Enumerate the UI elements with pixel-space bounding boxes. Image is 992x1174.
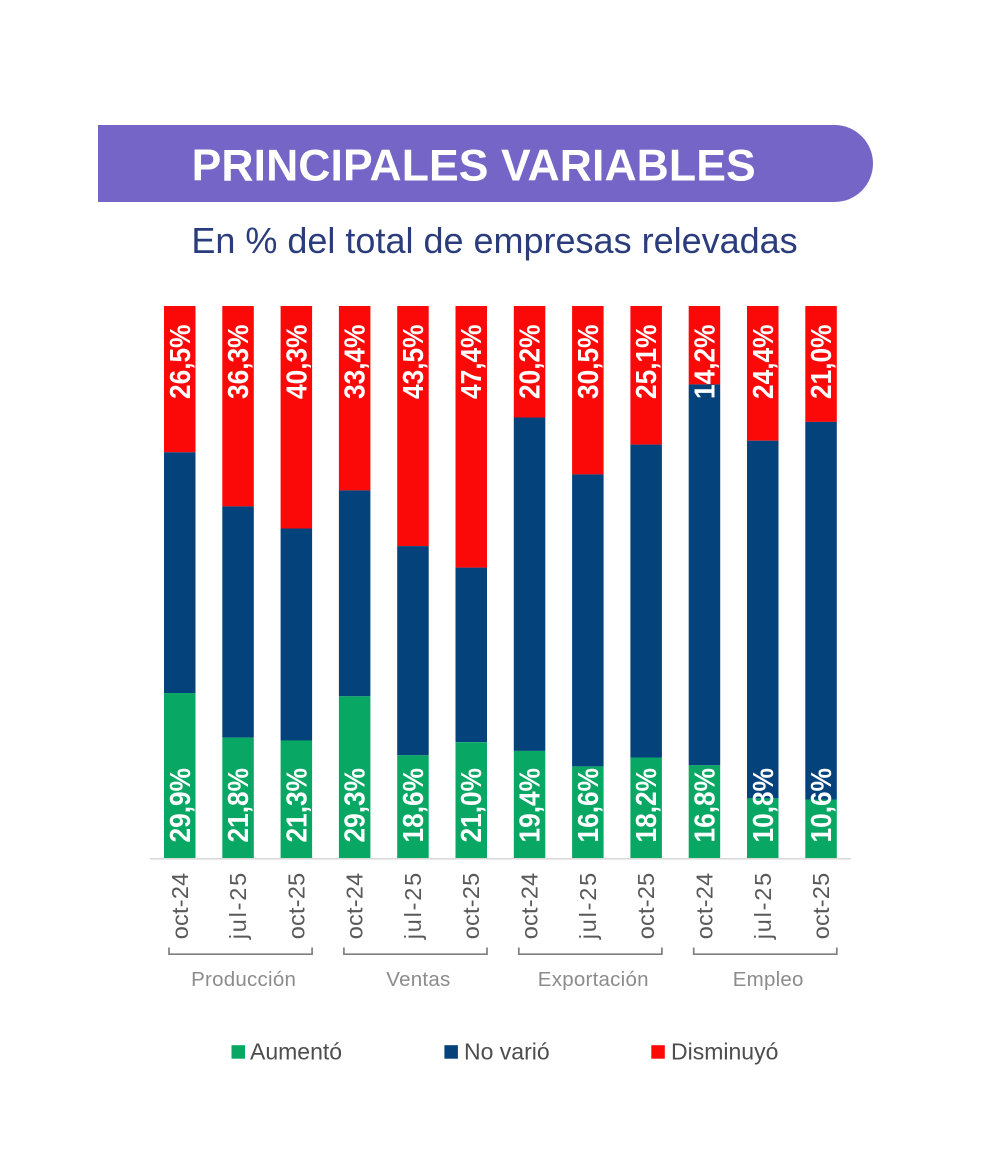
svg-text:jul-25: jul-25 (750, 873, 776, 941)
svg-text:24,4%: 24,4% (747, 325, 779, 400)
svg-text:21,3%: 21,3% (280, 768, 312, 843)
svg-text:33,4%: 33,4% (339, 325, 371, 400)
svg-text:47,4%: 47,4% (455, 325, 487, 400)
svg-text:Aumentó: Aumentó (250, 1039, 342, 1065)
svg-text:25,1%: 25,1% (630, 325, 662, 400)
svg-text:jul-25: jul-25 (575, 873, 601, 941)
svg-text:oct-25: oct-25 (633, 873, 659, 940)
svg-text:oct-24: oct-24 (691, 873, 717, 940)
svg-text:26,5%: 26,5% (164, 325, 196, 400)
svg-text:19,4%: 19,4% (514, 768, 546, 843)
svg-text:En % del total de empresas rel: En % del total de empresas relevadas (191, 220, 797, 261)
svg-text:Exportación: Exportación (538, 968, 649, 991)
svg-text:Empleo: Empleo (733, 968, 804, 991)
svg-text:18,6%: 18,6% (397, 768, 429, 843)
svg-text:oct-25: oct-25 (458, 873, 484, 940)
svg-text:10,6%: 10,6% (805, 768, 837, 843)
svg-text:oct-24: oct-24 (342, 873, 368, 940)
svg-text:oct-25: oct-25 (808, 873, 834, 940)
svg-text:29,3%: 29,3% (339, 768, 371, 843)
svg-text:16,6%: 16,6% (572, 768, 604, 843)
svg-text:oct-25: oct-25 (283, 873, 309, 940)
svg-text:43,5%: 43,5% (397, 325, 429, 400)
svg-text:36,3%: 36,3% (222, 325, 254, 400)
svg-text:20,2%: 20,2% (514, 325, 546, 400)
svg-text:30,5%: 30,5% (572, 325, 604, 400)
svg-text:oct-24: oct-24 (517, 873, 543, 940)
svg-text:29,9%: 29,9% (164, 768, 196, 843)
svg-text:jul-25: jul-25 (225, 873, 251, 941)
svg-text:14,2%: 14,2% (688, 325, 720, 400)
svg-text:No varió: No varió (464, 1039, 550, 1065)
svg-text:PRINCIPALES VARIABLES: PRINCIPALES VARIABLES (192, 142, 756, 191)
svg-text:10,8%: 10,8% (747, 768, 779, 843)
svg-text:Producción: Producción (191, 968, 296, 991)
svg-text:40,3%: 40,3% (280, 325, 312, 400)
svg-text:jul-25: jul-25 (400, 873, 426, 941)
svg-text:oct-24: oct-24 (167, 873, 193, 940)
svg-text:Ventas: Ventas (386, 968, 450, 991)
svg-text:18,2%: 18,2% (630, 768, 662, 843)
svg-text:21,0%: 21,0% (805, 325, 837, 400)
svg-text:Disminuyó: Disminuyó (671, 1039, 778, 1065)
svg-text:21,8%: 21,8% (222, 768, 254, 843)
svg-text:16,8%: 16,8% (688, 768, 720, 843)
svg-text:21,0%: 21,0% (455, 768, 487, 843)
